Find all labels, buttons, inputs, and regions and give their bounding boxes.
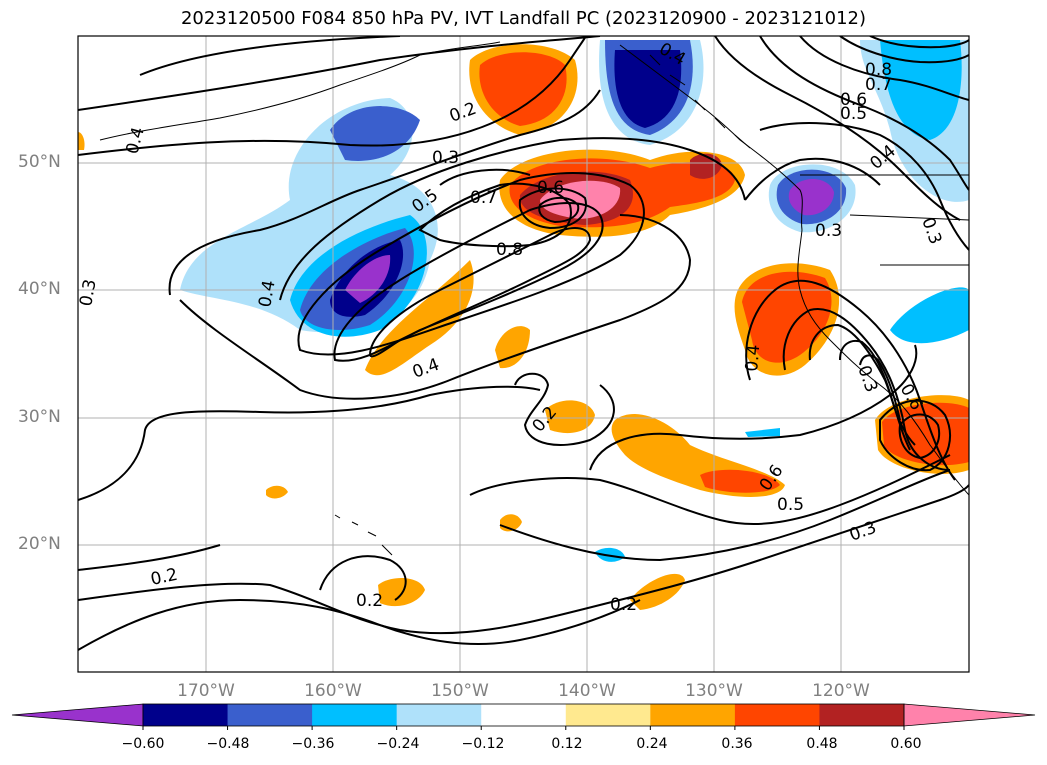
colorbar-tick-label: −0.12 bbox=[461, 736, 505, 752]
contour-label: 0.7 bbox=[470, 188, 497, 208]
colorbar-extend-min bbox=[11, 703, 144, 727]
colorbar-outline bbox=[142, 703, 905, 727]
pv-negative-region bbox=[880, 40, 962, 140]
colorbar-tick-label: 0.12 bbox=[551, 736, 583, 752]
contour-label: 0.6 bbox=[840, 90, 867, 110]
contour-label: 0.3 bbox=[76, 278, 100, 308]
contour-label: 0.3 bbox=[815, 221, 842, 241]
colorbar-segment bbox=[312, 704, 398, 726]
lat-label: 50°N bbox=[18, 152, 61, 172]
lon-label: 150°W bbox=[431, 681, 489, 701]
lat-label: 20°N bbox=[18, 534, 61, 554]
colorbar-segment bbox=[143, 704, 229, 726]
contour-label: 0.8 bbox=[496, 240, 523, 260]
colorbar bbox=[11, 703, 1036, 730]
canada-coast bbox=[619, 44, 803, 231]
pv-negative-region bbox=[614, 50, 682, 128]
contour-label: 0.4 bbox=[742, 344, 764, 373]
pv-negative-region bbox=[330, 106, 420, 161]
colorbar-tick-label: −0.36 bbox=[291, 736, 335, 752]
pv-negative-region bbox=[890, 287, 969, 344]
pv-positive-region bbox=[742, 271, 832, 363]
graticule bbox=[78, 36, 969, 672]
contour-label: 0.4 bbox=[255, 279, 279, 309]
pv-positive-region bbox=[540, 180, 621, 219]
pv-positive-region bbox=[630, 573, 685, 610]
us-west-coast bbox=[797, 229, 969, 496]
colorbar-segment bbox=[565, 704, 651, 726]
map-title: 2023120500 F084 850 hPa PV, IVT Landfall… bbox=[180, 8, 867, 29]
colorbar-tick-label: −0.24 bbox=[376, 736, 420, 752]
colorbar-segment bbox=[734, 704, 820, 726]
lon-label: 120°W bbox=[812, 681, 870, 701]
pv-positive-region bbox=[495, 326, 530, 369]
bc-islands bbox=[649, 54, 751, 149]
colorbar-segment bbox=[396, 704, 482, 726]
colorbar-tick-label: −0.60 bbox=[121, 736, 165, 752]
pv-positive-region bbox=[479, 52, 567, 126]
pv-negative-region bbox=[788, 178, 834, 216]
lon-label: 140°W bbox=[558, 681, 616, 701]
pv-fill-layer bbox=[78, 40, 969, 610]
contour-label: 0.2 bbox=[356, 591, 383, 611]
pv-positive-region bbox=[700, 469, 780, 493]
colorbar-segment bbox=[227, 704, 313, 726]
contour-label: 0.5 bbox=[777, 495, 804, 515]
lon-label: 130°W bbox=[685, 681, 743, 701]
pv-positive-region bbox=[378, 578, 425, 607]
lat-label: 30°N bbox=[18, 407, 61, 427]
colorbar-segment bbox=[650, 704, 736, 726]
contour-label: 0.5 bbox=[840, 104, 867, 124]
colorbar-extend-max bbox=[903, 703, 1036, 727]
contour-label: 0.8 bbox=[865, 60, 892, 80]
pv-ivt-map: 0.4 0.8 0.7 0.6 0.5 0.4 0.2 0.3 0.5 0.7 … bbox=[76, 35, 970, 673]
colorbar-tick-label: 0.24 bbox=[636, 736, 668, 752]
contour-label: 0.7 bbox=[865, 75, 892, 95]
colorbar-tick-label: 0.48 bbox=[806, 736, 838, 752]
map-frame bbox=[77, 35, 970, 673]
colorbar-tick-label: 0.60 bbox=[890, 736, 922, 752]
ivt-contours bbox=[78, 36, 969, 651]
colorbar-segment bbox=[819, 704, 905, 726]
colorbar-tick-label: −0.48 bbox=[206, 736, 250, 752]
contour-label: 0.6 bbox=[537, 178, 564, 198]
pv-positive-region bbox=[78, 132, 85, 150]
pv-negative-region bbox=[345, 255, 391, 303]
colorbar-tick-label: 0.36 bbox=[721, 736, 753, 752]
pv-negative-region bbox=[745, 428, 780, 437]
contour-label: 0.2 bbox=[610, 595, 637, 615]
pv-positive-region bbox=[266, 485, 288, 499]
lat-label: 40°N bbox=[18, 279, 61, 299]
lon-label: 170°W bbox=[177, 681, 235, 701]
hawaii-islands bbox=[334, 514, 393, 556]
pv-positive-region bbox=[545, 400, 595, 434]
contour-label: 0.3 bbox=[432, 148, 459, 168]
lon-label: 160°W bbox=[304, 681, 362, 701]
colorbar-segment bbox=[481, 704, 567, 726]
